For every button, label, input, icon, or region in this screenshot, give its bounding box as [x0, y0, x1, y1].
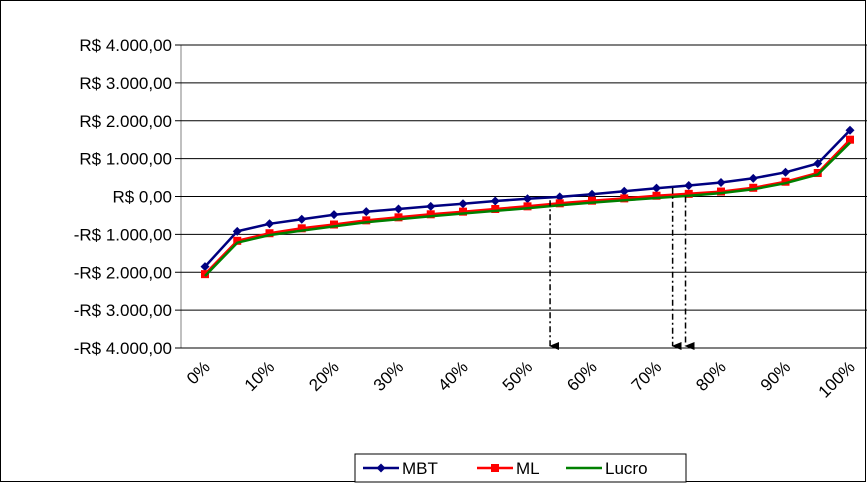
data-point-mbt: [361, 207, 371, 217]
x-tick-label: 0%: [183, 357, 214, 388]
gridlines: [181, 44, 867, 349]
data-point-ml: [620, 194, 629, 203]
y-tick-label: R$ 2.000,00: [79, 112, 172, 131]
data-point-ml: [555, 199, 564, 208]
data-point-mbt: [297, 214, 307, 224]
x-tick-label: 80%: [692, 357, 729, 394]
series-line-lucro: [204, 141, 851, 277]
data-point-ml: [265, 229, 274, 238]
data-point-mbt: [716, 177, 726, 187]
x-tick-label: 100%: [815, 357, 859, 401]
data-point-ml: [717, 187, 725, 196]
annotation-arrows: [549, 187, 695, 350]
data-point-mbt: [265, 219, 274, 229]
legend-marker-mbt: [376, 463, 386, 473]
data-point-mbt: [555, 192, 565, 202]
data-point-mbt: [232, 226, 242, 236]
data-point-mbt: [781, 167, 790, 177]
series-group: [200, 125, 855, 279]
x-tick-label: 50%: [499, 357, 536, 394]
x-tick-label: 60%: [563, 357, 600, 394]
data-point-ml: [684, 189, 693, 198]
y-tick-label: R$ 4.000,00: [79, 36, 172, 55]
data-point-mbt: [619, 186, 629, 196]
legend-label-mbt: MBT: [402, 459, 438, 478]
legend-marker-ml: [491, 464, 499, 472]
y-tick-label: -R$ 1.000,00: [74, 225, 172, 244]
data-point-mbt: [748, 173, 758, 183]
y-tick-label: R$ 3.000,00: [79, 74, 172, 93]
data-point-mbt: [845, 125, 855, 135]
data-point-ml: [652, 191, 661, 200]
data-point-mbt: [458, 199, 468, 209]
data-point-mbt: [523, 194, 532, 204]
x-tick-label: 10%: [241, 357, 278, 394]
data-point-ml: [201, 270, 209, 279]
data-point-ml: [523, 202, 532, 211]
data-point-mbt: [329, 210, 339, 220]
y-axis: R$ 4.000,00 R$ 3.000,00 R$ 2.000,00 R$ 1.00…: [74, 36, 181, 358]
y-tick-label: R$ 1.000,00: [79, 150, 172, 169]
x-tick-label: 90%: [757, 357, 794, 394]
data-point-mbt: [490, 196, 500, 206]
data-point-mbt: [426, 201, 436, 211]
data-point-ml: [297, 224, 306, 233]
legend-label-ml: ML: [516, 459, 540, 478]
y-tick-label: -R$ 2.000,00: [74, 263, 172, 282]
data-point-mbt: [652, 183, 661, 193]
data-point-ml: [588, 196, 596, 205]
data-point-ml: [781, 177, 790, 186]
data-point-mbt: [813, 159, 823, 169]
data-point-ml: [491, 204, 500, 213]
data-point-ml: [426, 210, 435, 219]
data-point-mbt: [587, 189, 597, 199]
data-point-ml: [459, 207, 467, 216]
data-point-ml: [362, 216, 371, 225]
legend-box: [354, 453, 687, 483]
data-point-ml: [233, 236, 242, 245]
data-point-ml: [846, 135, 854, 144]
x-tick-label: 20%: [305, 357, 342, 394]
legend: MBT ML Lucro: [354, 453, 687, 483]
data-point-ml: [749, 183, 758, 192]
x-axis: 0% 10% 20% 30% 40% 50% 60% 70% 80% 90% 100%: [183, 357, 859, 401]
y-tick-label: -R$ 3.000,00: [74, 301, 172, 320]
y-tick-label: -R$ 4.000,00: [74, 339, 172, 358]
legend-label-lucro: Lucro: [605, 459, 648, 478]
data-point-ml: [330, 220, 338, 229]
y-tick-label: R$ 0,00: [112, 188, 172, 207]
data-point-mbt: [394, 204, 403, 214]
x-tick-label: 70%: [628, 357, 665, 394]
x-tick-label: 30%: [370, 357, 407, 394]
data-point-mbt: [684, 181, 694, 191]
x-tick-label: 40%: [434, 357, 471, 394]
data-point-mbt: [200, 262, 210, 272]
data-point-ml: [394, 213, 403, 222]
